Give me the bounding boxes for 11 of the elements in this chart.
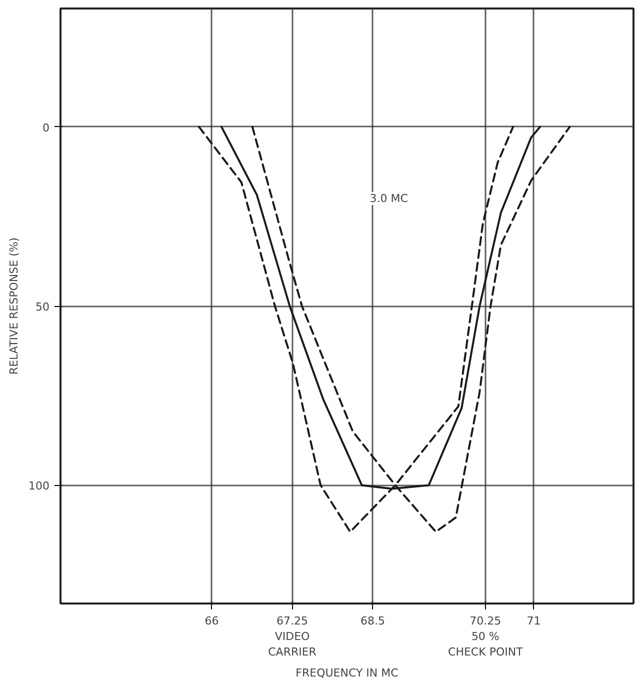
y-tick-label: 50 <box>36 300 50 314</box>
annotation: 3.0 MC <box>370 192 408 205</box>
x-tick-label: 71 <box>526 614 541 628</box>
x-axis-title: FREQUENCY IN MC <box>296 666 399 680</box>
x-tick-label: 70.25 50 % CHECK POINT <box>448 614 524 659</box>
x-tick-label: 67.25 VIDEO CARRIER <box>268 614 317 659</box>
y-tick-label: 100 <box>28 480 50 493</box>
y-axis-title: RELATIVE RESPONSE (%) <box>8 237 21 375</box>
x-tick-label: 68.5 <box>360 614 386 628</box>
x-tick-label: 66 <box>204 614 219 628</box>
y-tick-label: 0 <box>42 121 50 134</box>
